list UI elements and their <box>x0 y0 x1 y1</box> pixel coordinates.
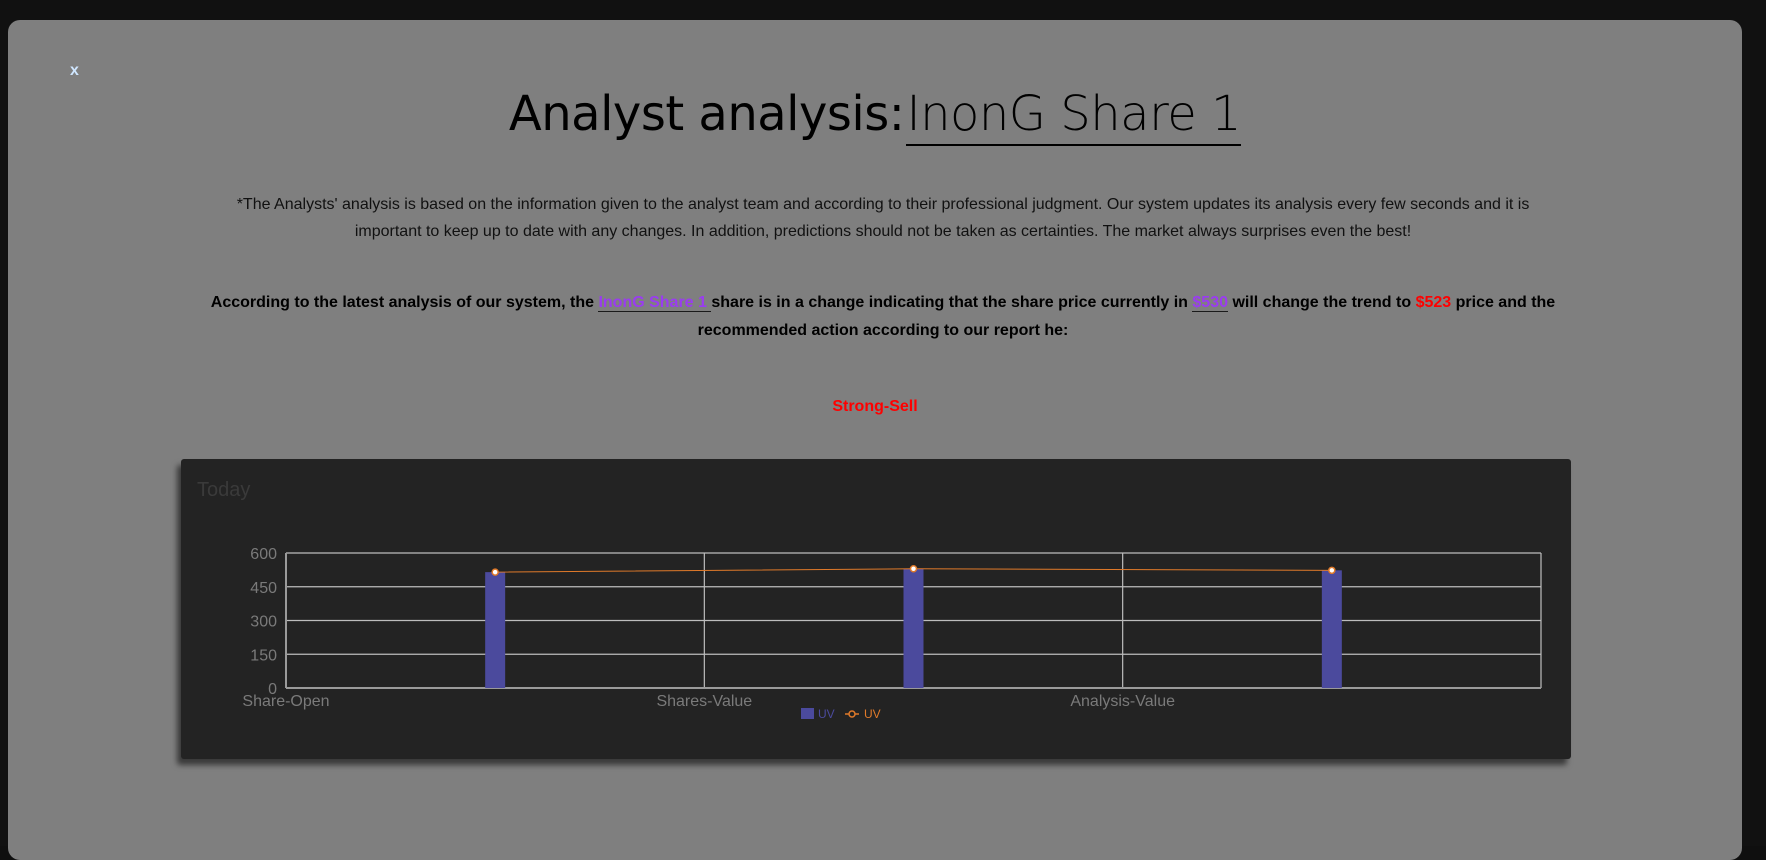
chart-bar <box>1321 570 1342 688</box>
chart-bar <box>485 572 506 688</box>
target-price: $523 <box>1415 294 1452 311</box>
x-tick-label: Share-Open <box>242 693 329 710</box>
y-tick-label: 150 <box>250 647 277 664</box>
title-prefix: Analyst analysis: <box>508 86 905 142</box>
legend-bar-label: UV <box>818 707 835 721</box>
analysis-text-2: share is in a change indicating that the… <box>711 294 1193 311</box>
chart-svg: 0 150 300 450 600 Share-Open Shares-Value Analy… <box>242 546 1542 721</box>
close-button[interactable]: x <box>70 62 79 79</box>
share-name-link[interactable]: InonG Share 1 <box>598 294 712 312</box>
recommendation-label: Strong-Sell <box>832 398 918 415</box>
y-tick-label: 600 <box>250 546 277 563</box>
legend-bar-swatch <box>801 708 814 719</box>
analysis-text-1: According to the latest analysis of our … <box>210 294 599 311</box>
analysis-text-4: price and the recommended action accordi… <box>697 294 1556 339</box>
page-title: Analyst analysis:InonG Share 1 <box>8 86 1742 146</box>
x-tick-label: Shares-Value <box>656 693 752 710</box>
chart-bar <box>903 568 924 688</box>
chart-point <box>909 565 918 573</box>
legend-line-label: UV <box>864 707 881 721</box>
title-share-name: InonG Share 1 <box>906 86 1242 146</box>
analysis-modal: x Analyst analysis:InonG Share 1 *The An… <box>8 20 1742 860</box>
chart-card: Today 0 150 300 450 600 Share-Open Shares-Valu… <box>181 459 1571 759</box>
analysis-text-3: will change the trend to <box>1228 294 1416 311</box>
y-tick-label: 450 <box>250 580 277 597</box>
y-tick-label: 300 <box>250 614 277 631</box>
chart-point <box>491 568 499 576</box>
chart-point <box>1328 566 1336 575</box>
current-price-link[interactable]: $530 <box>1192 294 1228 312</box>
disclaimer-text: *The Analysts' analysis is based on the … <box>236 196 1530 240</box>
y-tick-label: 0 <box>268 681 277 698</box>
chart-title: Today <box>197 479 251 501</box>
analysis-summary: According to the latest analysis of our … <box>203 289 1563 345</box>
legend-line-marker <box>848 710 856 718</box>
x-tick-label: Analysis-Value <box>1070 693 1175 710</box>
